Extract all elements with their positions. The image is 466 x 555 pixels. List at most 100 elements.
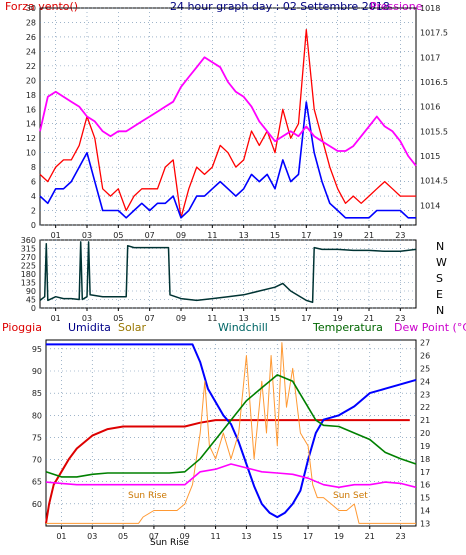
left-tick-label: 90	[26, 287, 36, 296]
x-tick-label: 07	[145, 231, 155, 240]
panel1-series	[39, 29, 417, 219]
right-tick-label: 1017.5	[420, 29, 448, 38]
right-tick-label: 1014	[420, 201, 440, 210]
left-tick-label: 315	[21, 245, 36, 254]
left-tick-label: 360	[21, 236, 36, 245]
x-tick-label: 19	[333, 231, 343, 240]
series-dew-point	[45, 463, 417, 489]
sunrise-label: Sun Rise	[128, 491, 167, 501]
left-tick-label: 95	[32, 345, 42, 354]
left-tick-label: 20	[26, 76, 36, 85]
left-tick-label: 70	[32, 456, 42, 465]
left-tick-label: 225	[21, 262, 36, 271]
panel1-x-ticks: 01 03 05 07 09 11 13 15 17 19 21 23	[51, 225, 405, 240]
x-tick-label: 05	[113, 231, 123, 240]
right-tick-label: 19	[420, 442, 430, 451]
right-tick-label: 14	[420, 507, 430, 516]
left-tick-label: 10	[26, 149, 36, 158]
humidity-label: Umidita	[68, 321, 111, 334]
x-tick-label: 13	[239, 314, 249, 323]
chart-title: 24 hour graph day : 02 Settembre 2018	[170, 0, 390, 13]
right-tick-label: 25	[420, 364, 430, 373]
direction-label: N	[436, 304, 444, 317]
panel3-series	[45, 342, 417, 524]
panel3-frame	[45, 339, 417, 527]
x-tick-label: 09	[176, 314, 186, 323]
x-tick-label: 01	[51, 314, 61, 323]
dewpoint-label: Dew Point (°C)	[394, 321, 466, 334]
x-tick-label: 11	[207, 231, 217, 240]
panel2-grid	[40, 239, 416, 309]
left-tick-label: 80	[32, 411, 42, 420]
right-tick-label: 1015.5	[420, 127, 448, 136]
right-tick-label: 15	[420, 494, 430, 503]
left-tick-label: 28	[26, 18, 36, 27]
left-tick-label: 75	[32, 433, 42, 442]
temperature-humidity-panel: 60 65 70 75 80 85 90 95 13 14 15 16 17 18 19 20 21 22 23 2…	[32, 339, 430, 548]
right-tick-label: 17	[420, 468, 430, 477]
left-tick-label: 135	[21, 279, 36, 288]
panel3-right-ticks: 13 14 15 16 17 18 19 20 21 22 23 24 25 26 27	[420, 339, 430, 529]
direction-labels: N W S E N	[436, 240, 447, 317]
right-tick-label: 26	[420, 352, 430, 361]
series-direction	[39, 241, 417, 304]
series-solar	[46, 342, 416, 524]
left-tick-label: 0	[31, 304, 36, 313]
x-tick-label: 07	[149, 532, 159, 541]
left-tick-label: 8	[31, 163, 36, 172]
right-tick-label: 1016.5	[420, 78, 448, 87]
left-tick-label: 45	[26, 296, 36, 305]
panel2-x-ticks: 01 03 05 07 09 11 13 15 17 19 21 23	[51, 308, 405, 323]
x-tick-label: 01	[51, 231, 61, 240]
x-tick-label: 17	[303, 532, 313, 541]
x-tick-label: 07	[145, 314, 155, 323]
right-tick-label: 1017	[420, 53, 440, 62]
right-tick-label: 1016	[420, 103, 440, 112]
x-tick-label: 15	[272, 532, 282, 541]
panel3-x-ticks: 01 03 05 07 09 11 13 15 17 19 21 23	[56, 526, 406, 541]
x-tick-label: 13	[241, 532, 251, 541]
x-tick-label: 09	[176, 231, 186, 240]
left-tick-label: 6	[31, 178, 36, 187]
left-tick-label: 18	[26, 91, 36, 100]
series-umidita	[46, 343, 417, 519]
right-tick-label: 1014.5	[420, 177, 448, 186]
right-tick-label: 1015	[420, 152, 440, 161]
left-tick-label: 12	[26, 134, 36, 143]
x-tick-label: 23	[395, 532, 405, 541]
series-windchill	[45, 374, 417, 478]
x-tick-label: 05	[118, 532, 128, 541]
right-tick-label: 20	[420, 429, 430, 438]
x-tick-label: 05	[113, 314, 123, 323]
x-tick-label: 15	[270, 314, 280, 323]
left-tick-label: 16	[26, 105, 36, 114]
right-tick-label: 22	[420, 403, 430, 412]
x-tick-label: 17	[301, 314, 311, 323]
right-tick-label: 18	[420, 455, 430, 464]
left-tick-label: 30	[26, 4, 36, 13]
panel1-frame	[39, 7, 417, 226]
panel2-series	[39, 241, 417, 304]
x-tick-label: 19	[333, 314, 343, 323]
left-tick-label: 90	[32, 367, 42, 376]
left-tick-label: 270	[21, 253, 36, 262]
panel1-right-ticks: 1014 1014.5 1015 1015.5 1016 1016.5 1017 1017.5…	[420, 4, 448, 210]
left-tick-label: 180	[21, 270, 36, 279]
left-tick-label: 24	[26, 47, 36, 56]
left-tick-label: 2	[31, 207, 36, 216]
wind-axis-title: Forza vento()	[5, 0, 78, 13]
left-tick-label: 0	[31, 221, 36, 230]
panel3-left-ticks: 60 65 70 75 80 85 90 95	[32, 345, 42, 509]
right-tick-label: 23	[420, 390, 430, 399]
left-tick-label: 65	[32, 478, 42, 487]
x-tick-label: 15	[270, 231, 280, 240]
left-tick-label: 85	[32, 389, 42, 398]
x-tick-label: 23	[395, 231, 405, 240]
direction-label: W	[436, 256, 447, 269]
panel3-grid	[46, 340, 416, 526]
x-tick-label: 13	[239, 231, 249, 240]
x-tick-label: 03	[87, 532, 97, 541]
x-tick-label: 21	[364, 314, 374, 323]
